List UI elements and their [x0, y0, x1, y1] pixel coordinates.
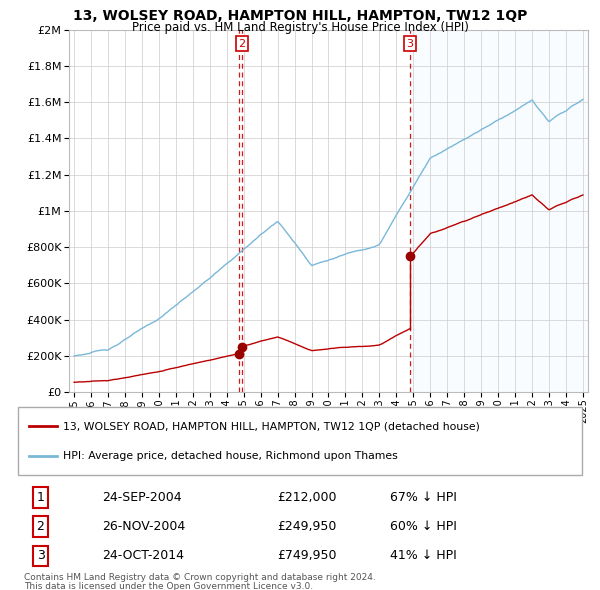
Text: This data is licensed under the Open Government Licence v3.0.: This data is licensed under the Open Gov…	[24, 582, 313, 590]
Text: £212,000: £212,000	[277, 491, 337, 504]
Text: 26-NOV-2004: 26-NOV-2004	[103, 520, 186, 533]
Text: 24-OCT-2014: 24-OCT-2014	[103, 549, 185, 562]
Bar	[410, 30, 588, 392]
Text: 60% ↓ HPI: 60% ↓ HPI	[390, 520, 457, 533]
Text: 3: 3	[407, 38, 413, 48]
Text: 1: 1	[37, 491, 44, 504]
Text: 67% ↓ HPI: 67% ↓ HPI	[390, 491, 457, 504]
Text: 3: 3	[37, 549, 44, 562]
Text: Contains HM Land Registry data © Crown copyright and database right 2024.: Contains HM Land Registry data © Crown c…	[24, 573, 376, 582]
Text: £249,950: £249,950	[277, 520, 337, 533]
Text: 2: 2	[37, 520, 44, 533]
Text: 13, WOLSEY ROAD, HAMPTON HILL, HAMPTON, TW12 1QP: 13, WOLSEY ROAD, HAMPTON HILL, HAMPTON, …	[73, 9, 527, 23]
Text: 24-SEP-2004: 24-SEP-2004	[103, 491, 182, 504]
Text: HPI: Average price, detached house, Richmond upon Thames: HPI: Average price, detached house, Rich…	[63, 451, 398, 461]
Text: 13, WOLSEY ROAD, HAMPTON HILL, HAMPTON, TW12 1QP (detached house): 13, WOLSEY ROAD, HAMPTON HILL, HAMPTON, …	[63, 421, 480, 431]
Text: Price paid vs. HM Land Registry's House Price Index (HPI): Price paid vs. HM Land Registry's House …	[131, 21, 469, 34]
Text: £749,950: £749,950	[277, 549, 337, 562]
Text: 2: 2	[238, 38, 245, 48]
Text: 41% ↓ HPI: 41% ↓ HPI	[390, 549, 457, 562]
